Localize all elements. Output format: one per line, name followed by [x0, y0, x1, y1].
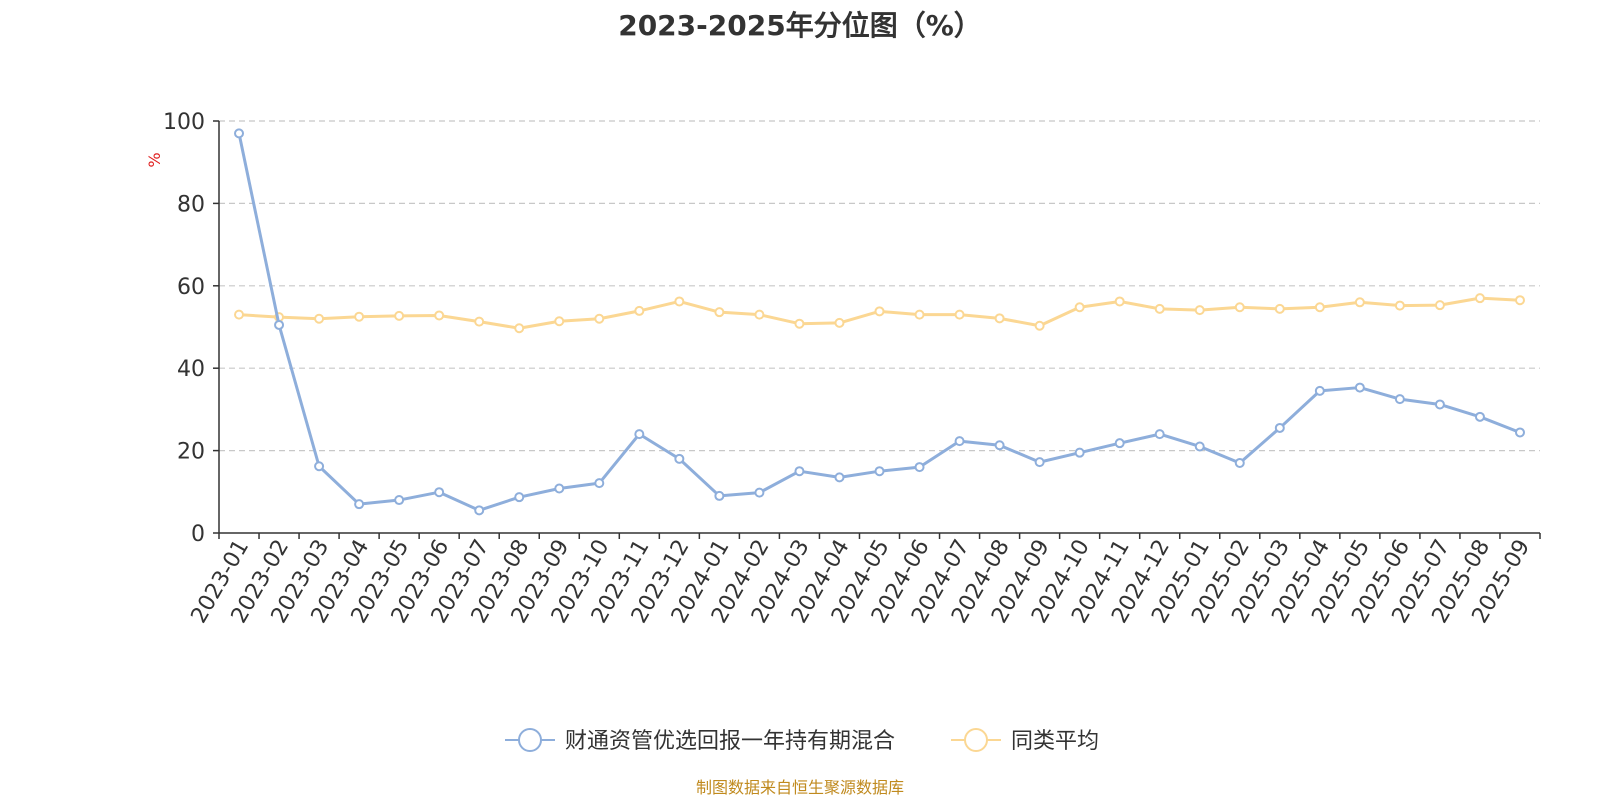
- data-point: [674, 296, 685, 307]
- data-point: [594, 478, 605, 489]
- grid-lines: [219, 120, 1540, 452]
- data-point: [394, 495, 405, 506]
- data-point: [1314, 385, 1325, 396]
- data-point: [1394, 300, 1405, 311]
- data-point: [794, 466, 805, 477]
- data-point: [554, 483, 565, 494]
- y-tick-label: 0: [191, 522, 205, 547]
- data-point: [1514, 295, 1525, 306]
- data-point: [514, 492, 525, 503]
- axes: [218, 121, 1540, 534]
- data-point: [354, 499, 365, 510]
- data-point: [954, 436, 965, 447]
- data-point: [1514, 427, 1525, 438]
- data-point: [1474, 293, 1485, 304]
- data-point: [1434, 399, 1445, 410]
- data-point: [1114, 438, 1125, 449]
- data-point: [594, 313, 605, 324]
- data-point: [1234, 302, 1245, 313]
- data-point: [754, 487, 765, 498]
- data-point: [1194, 441, 1205, 452]
- legend-item[interactable]: 同类平均: [951, 728, 1099, 754]
- data-point: [234, 128, 245, 139]
- data-point: [354, 311, 365, 322]
- series-line: [237, 133, 1521, 512]
- data-point: [474, 316, 485, 327]
- data-point: [1354, 382, 1365, 393]
- data-point: [434, 310, 445, 321]
- data-point: [314, 461, 325, 472]
- legend-item[interactable]: 财通资管优选回报一年持有期混合: [505, 728, 895, 754]
- legend-label: 同类平均: [1011, 729, 1099, 754]
- data-point: [714, 490, 725, 501]
- legend-swatch-marker: [518, 728, 542, 752]
- data-point: [834, 472, 845, 483]
- data-point: [434, 487, 445, 498]
- data-point: [1194, 305, 1205, 316]
- data-point: [1034, 320, 1045, 331]
- x-axis-ticks: 2023-012023-022023-032023-042023-052023-…: [187, 533, 1541, 628]
- data-point: [994, 440, 1005, 451]
- data-point: [1234, 457, 1245, 468]
- data-point: [834, 317, 845, 328]
- data-point: [994, 313, 1005, 324]
- data-point: [314, 313, 325, 324]
- data-point: [874, 466, 885, 477]
- data-point: [1274, 303, 1285, 314]
- data-point: [234, 309, 245, 320]
- series-group: [234, 128, 1525, 516]
- chart-title: 2023-2025年分位图（%）: [618, 9, 982, 42]
- data-point: [1074, 302, 1085, 313]
- y-tick-label: 20: [177, 440, 205, 465]
- legend-label: 财通资管优选回报一年持有期混合: [565, 729, 895, 754]
- data-point: [754, 309, 765, 320]
- data-point: [394, 310, 405, 321]
- data-point: [914, 309, 925, 320]
- data-point: [914, 462, 925, 473]
- data-point: [714, 307, 725, 318]
- data-point: [674, 453, 685, 464]
- data-point: [1154, 303, 1165, 314]
- data-point: [794, 318, 805, 329]
- data-point: [1314, 302, 1325, 313]
- y-axis-ticks: 0 20 40 60 80 100: [163, 110, 219, 547]
- data-point: [874, 306, 885, 317]
- data-point: [554, 316, 565, 327]
- data-point: [1394, 394, 1405, 405]
- data-point: [1434, 300, 1445, 311]
- data-point: [474, 505, 485, 516]
- data-point: [1074, 447, 1085, 458]
- data-point: [1474, 411, 1485, 422]
- y-axis-label: %: [145, 152, 164, 167]
- data-point: [1274, 422, 1285, 433]
- data-source-note: 制图数据来自恒生聚源数据库: [695, 778, 904, 797]
- y-tick-label: 40: [177, 357, 205, 382]
- data-point: [634, 429, 645, 440]
- data-point: [1034, 457, 1045, 468]
- y-tick-label: 80: [177, 192, 205, 217]
- y-tick-label: 100: [163, 110, 205, 135]
- data-point: [1354, 297, 1365, 308]
- data-point: [954, 309, 965, 320]
- data-point: [1114, 296, 1125, 307]
- data-point: [1154, 429, 1165, 440]
- legend[interactable]: 财通资管优选回报一年持有期混合 同类平均: [505, 728, 1099, 754]
- data-point: [274, 319, 285, 330]
- data-point: [514, 323, 525, 334]
- legend-swatch-marker: [964, 728, 988, 752]
- data-point: [634, 305, 645, 316]
- y-tick-label: 60: [177, 275, 205, 300]
